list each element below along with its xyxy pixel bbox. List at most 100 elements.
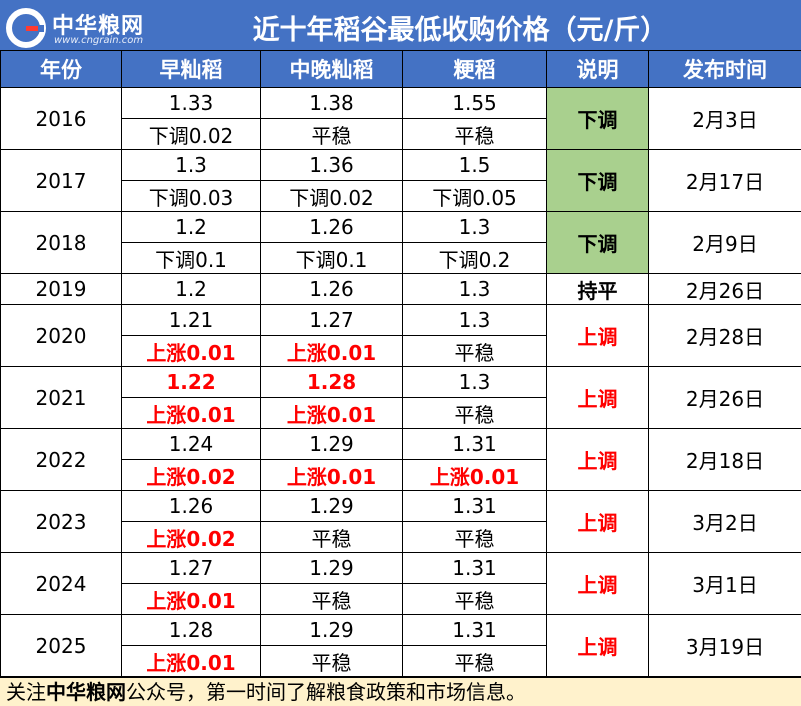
year-cell: 2019 — [0, 273, 122, 305]
early-change: 上涨0.01 — [121, 645, 261, 677]
mid-change: 上涨0.01 — [260, 459, 403, 491]
table-row: 下调0.1 下调0.1 下调0.2 — [1, 242, 801, 274]
note-cell: 上调 — [546, 614, 649, 677]
change-value: 0.01 — [186, 650, 236, 675]
early-change: 下调0.03 — [121, 180, 261, 212]
date-cell: 2月26日 — [648, 273, 801, 305]
brand-site: www.cngrain.com — [54, 35, 144, 46]
early-change: 下调0.1 — [121, 242, 261, 274]
jap-price: 1.31 — [402, 428, 547, 460]
table-row: 上涨0.01 平稳 平稳 — [1, 583, 801, 615]
footer-note: 关注中华粮网公众号，第一时间了解粮食政策和市场信息。 — [0, 677, 801, 706]
mid-change: 平稳 — [260, 583, 403, 615]
note-cell: 下调 — [546, 87, 649, 150]
jap-price: 1.3 — [402, 366, 547, 398]
early-price: 1.26 — [121, 490, 261, 522]
early-price: 1.33 — [121, 87, 261, 119]
table-row: 上涨0.02 平稳 平稳 — [1, 521, 801, 553]
mid-change: 上涨0.01 — [260, 397, 403, 429]
mid-price: 1.27 — [260, 304, 403, 336]
mid-price: 1.36 — [260, 149, 403, 181]
table-row: 2020 1.21 1.27 1.3 上调 2月28日 — [0, 304, 801, 367]
change-value: 0.02 — [186, 464, 236, 489]
early-price: 1.27 — [121, 552, 261, 584]
early-price: 1.2 — [121, 273, 261, 305]
mid-price: 1.26 — [260, 211, 403, 243]
change-value: 0.01 — [186, 588, 236, 613]
early-price: 1.3 — [121, 149, 261, 181]
note-cell: 持平 — [546, 273, 649, 305]
mid-price: 1.26 — [260, 273, 403, 305]
note-cell: 上调 — [546, 366, 649, 429]
brand-logo: 中华粮网 www.cngrain.com — [6, 4, 206, 48]
jap-change: 平稳 — [402, 118, 547, 150]
change-value: 0.02 — [186, 526, 236, 551]
year-cell: 2018 — [0, 211, 122, 274]
jap-change: 平稳 — [402, 645, 547, 677]
year-cell: 2020 — [0, 304, 122, 367]
mid-change: 平稳 — [260, 521, 403, 553]
change-value: 0.01 — [326, 464, 377, 489]
change-label: 上涨 — [146, 650, 187, 675]
early-price: 1.22 — [121, 366, 261, 398]
early-change: 下调0.02 — [121, 118, 261, 150]
mid-change: 上涨0.01 — [260, 335, 403, 367]
year-cell: 2025 — [0, 614, 122, 677]
date-cell: 3月1日 — [648, 552, 801, 615]
change-label: 上涨 — [146, 526, 187, 551]
early-change: 上涨0.01 — [121, 397, 261, 429]
change-label: 上涨 — [286, 464, 327, 489]
header-mid-late-indica: 中晚籼稻 — [260, 50, 403, 88]
date-cell: 2月3日 — [648, 87, 801, 150]
year-cell: 2024 — [0, 552, 122, 615]
mid-price: 1.29 — [260, 428, 403, 460]
page-title: 近十年稻谷最低收购价格（元/斤） — [252, 15, 668, 46]
early-price: 1.24 — [121, 428, 261, 460]
early-change: 上涨0.01 — [121, 583, 261, 615]
early-price: 1.21 — [121, 304, 261, 336]
year-cell: 2022 — [0, 428, 122, 491]
note-cell: 上调 — [546, 490, 649, 553]
year-cell: 2017 — [0, 149, 122, 212]
early-price-highlight: 1.22 — [166, 370, 216, 394]
jap-change: 下调0.2 — [402, 242, 547, 274]
jap-change: 平稳 — [402, 583, 547, 615]
footer-suffix: 公众号，第一时间了解粮食政策和市场信息。 — [126, 680, 526, 704]
price-table: 年份 早籼稻 中晚籼稻 粳稻 说明 发布时间 2016 1.33 1.38 1.… — [0, 50, 801, 677]
change-value: 0.01 — [186, 402, 236, 427]
change-value: 0.01 — [326, 402, 377, 427]
date-cell: 3月2日 — [648, 490, 801, 553]
note-cell: 上调 — [546, 552, 649, 615]
mid-change: 平稳 — [260, 118, 403, 150]
year-cell: 2021 — [0, 366, 122, 429]
mid-price-highlight: 1.28 — [306, 370, 357, 394]
mid-price: 1.28 — [260, 366, 403, 398]
header-year: 年份 — [0, 50, 122, 88]
table-row: 下调0.02 平稳 平稳 — [1, 118, 801, 150]
cngrain-logo-icon — [6, 8, 46, 48]
header-japonica: 粳稻 — [402, 50, 547, 88]
jap-price: 1.5 — [402, 149, 547, 181]
table-row: 2017 1.3 1.36 1.5 下调 2月17日 — [0, 149, 801, 212]
jap-price: 1.31 — [402, 552, 547, 584]
jap-change: 下调0.05 — [402, 180, 547, 212]
footer-prefix: 关注 — [6, 680, 46, 704]
jap-change: 平稳 — [402, 335, 547, 367]
table-row: 下调0.03 下调0.02 下调0.05 — [1, 180, 801, 212]
table-row: 上涨0.01 上涨0.01 平稳 — [1, 335, 801, 367]
early-change: 上涨0.01 — [121, 335, 261, 367]
table-row: 2016 1.33 1.38 1.55 下调 2月3日 — [0, 87, 801, 150]
table-row: 上涨0.01 平稳 平稳 — [1, 645, 801, 677]
change-label: 上涨 — [429, 464, 470, 489]
early-price: 1.2 — [121, 211, 261, 243]
jap-price: 1.31 — [402, 490, 547, 522]
date-cell: 2月26日 — [648, 366, 801, 429]
year-cell: 2023 — [0, 490, 122, 553]
table-row: 2022 1.24 1.29 1.31 上调 2月18日 — [0, 428, 801, 491]
change-value: 0.01 — [469, 464, 520, 489]
early-change: 上涨0.02 — [121, 459, 261, 491]
change-value: 0.01 — [326, 340, 377, 365]
jap-change: 上涨0.01 — [402, 459, 547, 491]
change-label: 上涨 — [146, 588, 187, 613]
table-row: 2018 1.2 1.26 1.3 下调 2月9日 — [0, 211, 801, 274]
